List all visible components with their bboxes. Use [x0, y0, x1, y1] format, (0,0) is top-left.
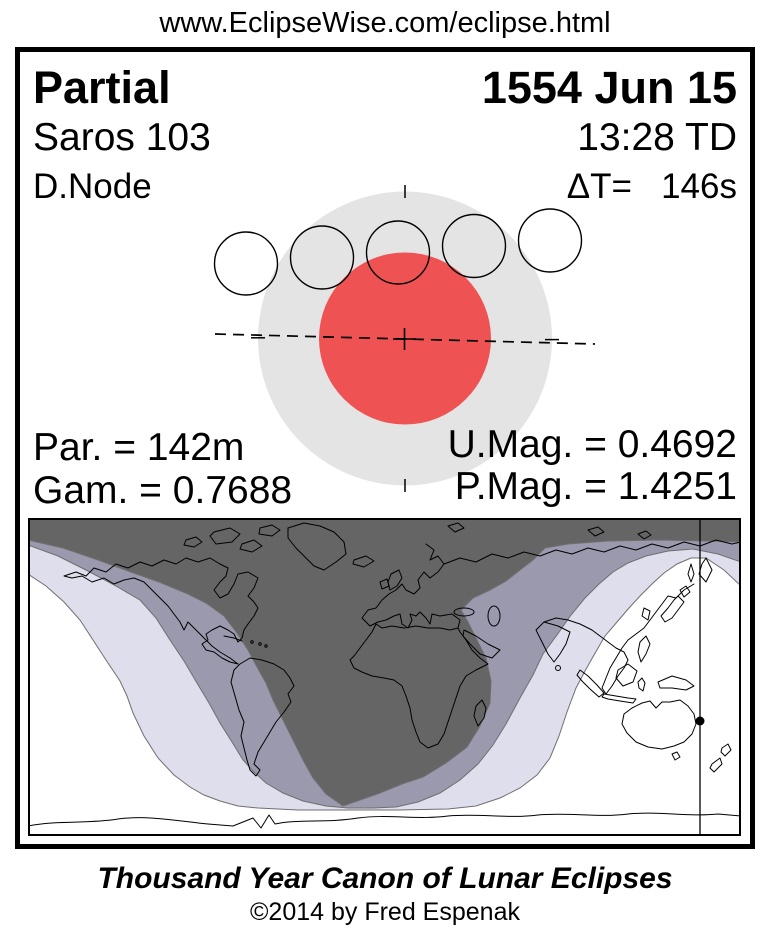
eclipse-type-label: Partial	[33, 62, 171, 113]
moon-disk-3	[365, 220, 431, 285]
node-label: D.Node	[33, 167, 152, 206]
sublunar-point-dot	[695, 716, 705, 726]
site-url: www.EclipseWise.com/eclipse.html	[159, 7, 611, 39]
footer-title: Thousand Year Canon of Lunar Eclipses	[97, 862, 673, 895]
shadow-diagram	[213, 185, 596, 492]
eclipse-time: 13:28 TD	[577, 116, 737, 159]
visibility-map	[28, 518, 741, 836]
saros-label: Saros 103	[33, 116, 211, 159]
gam-value: Gam. = 0.7688	[33, 469, 293, 512]
coastlines	[28, 522, 741, 829]
par-value: Par. = 142m	[33, 426, 245, 469]
delta-t-value: ΔT= 146s	[566, 167, 737, 206]
umag-value: U.Mag. = 0.4692	[447, 423, 737, 466]
moon-disk-1	[213, 231, 279, 296]
moon-disk-5	[517, 208, 583, 273]
visibility-region-dark	[28, 518, 741, 807]
map-border	[28, 518, 741, 836]
moon-disk-2	[289, 225, 355, 290]
pmag-value: P.Mag. = 1.4251	[454, 465, 737, 508]
eclipse-date: 1554 Jun 15	[481, 62, 737, 113]
footer-copyright: ©2014 by Fred Espenak	[250, 898, 520, 926]
moon-disk-4	[441, 213, 507, 279]
